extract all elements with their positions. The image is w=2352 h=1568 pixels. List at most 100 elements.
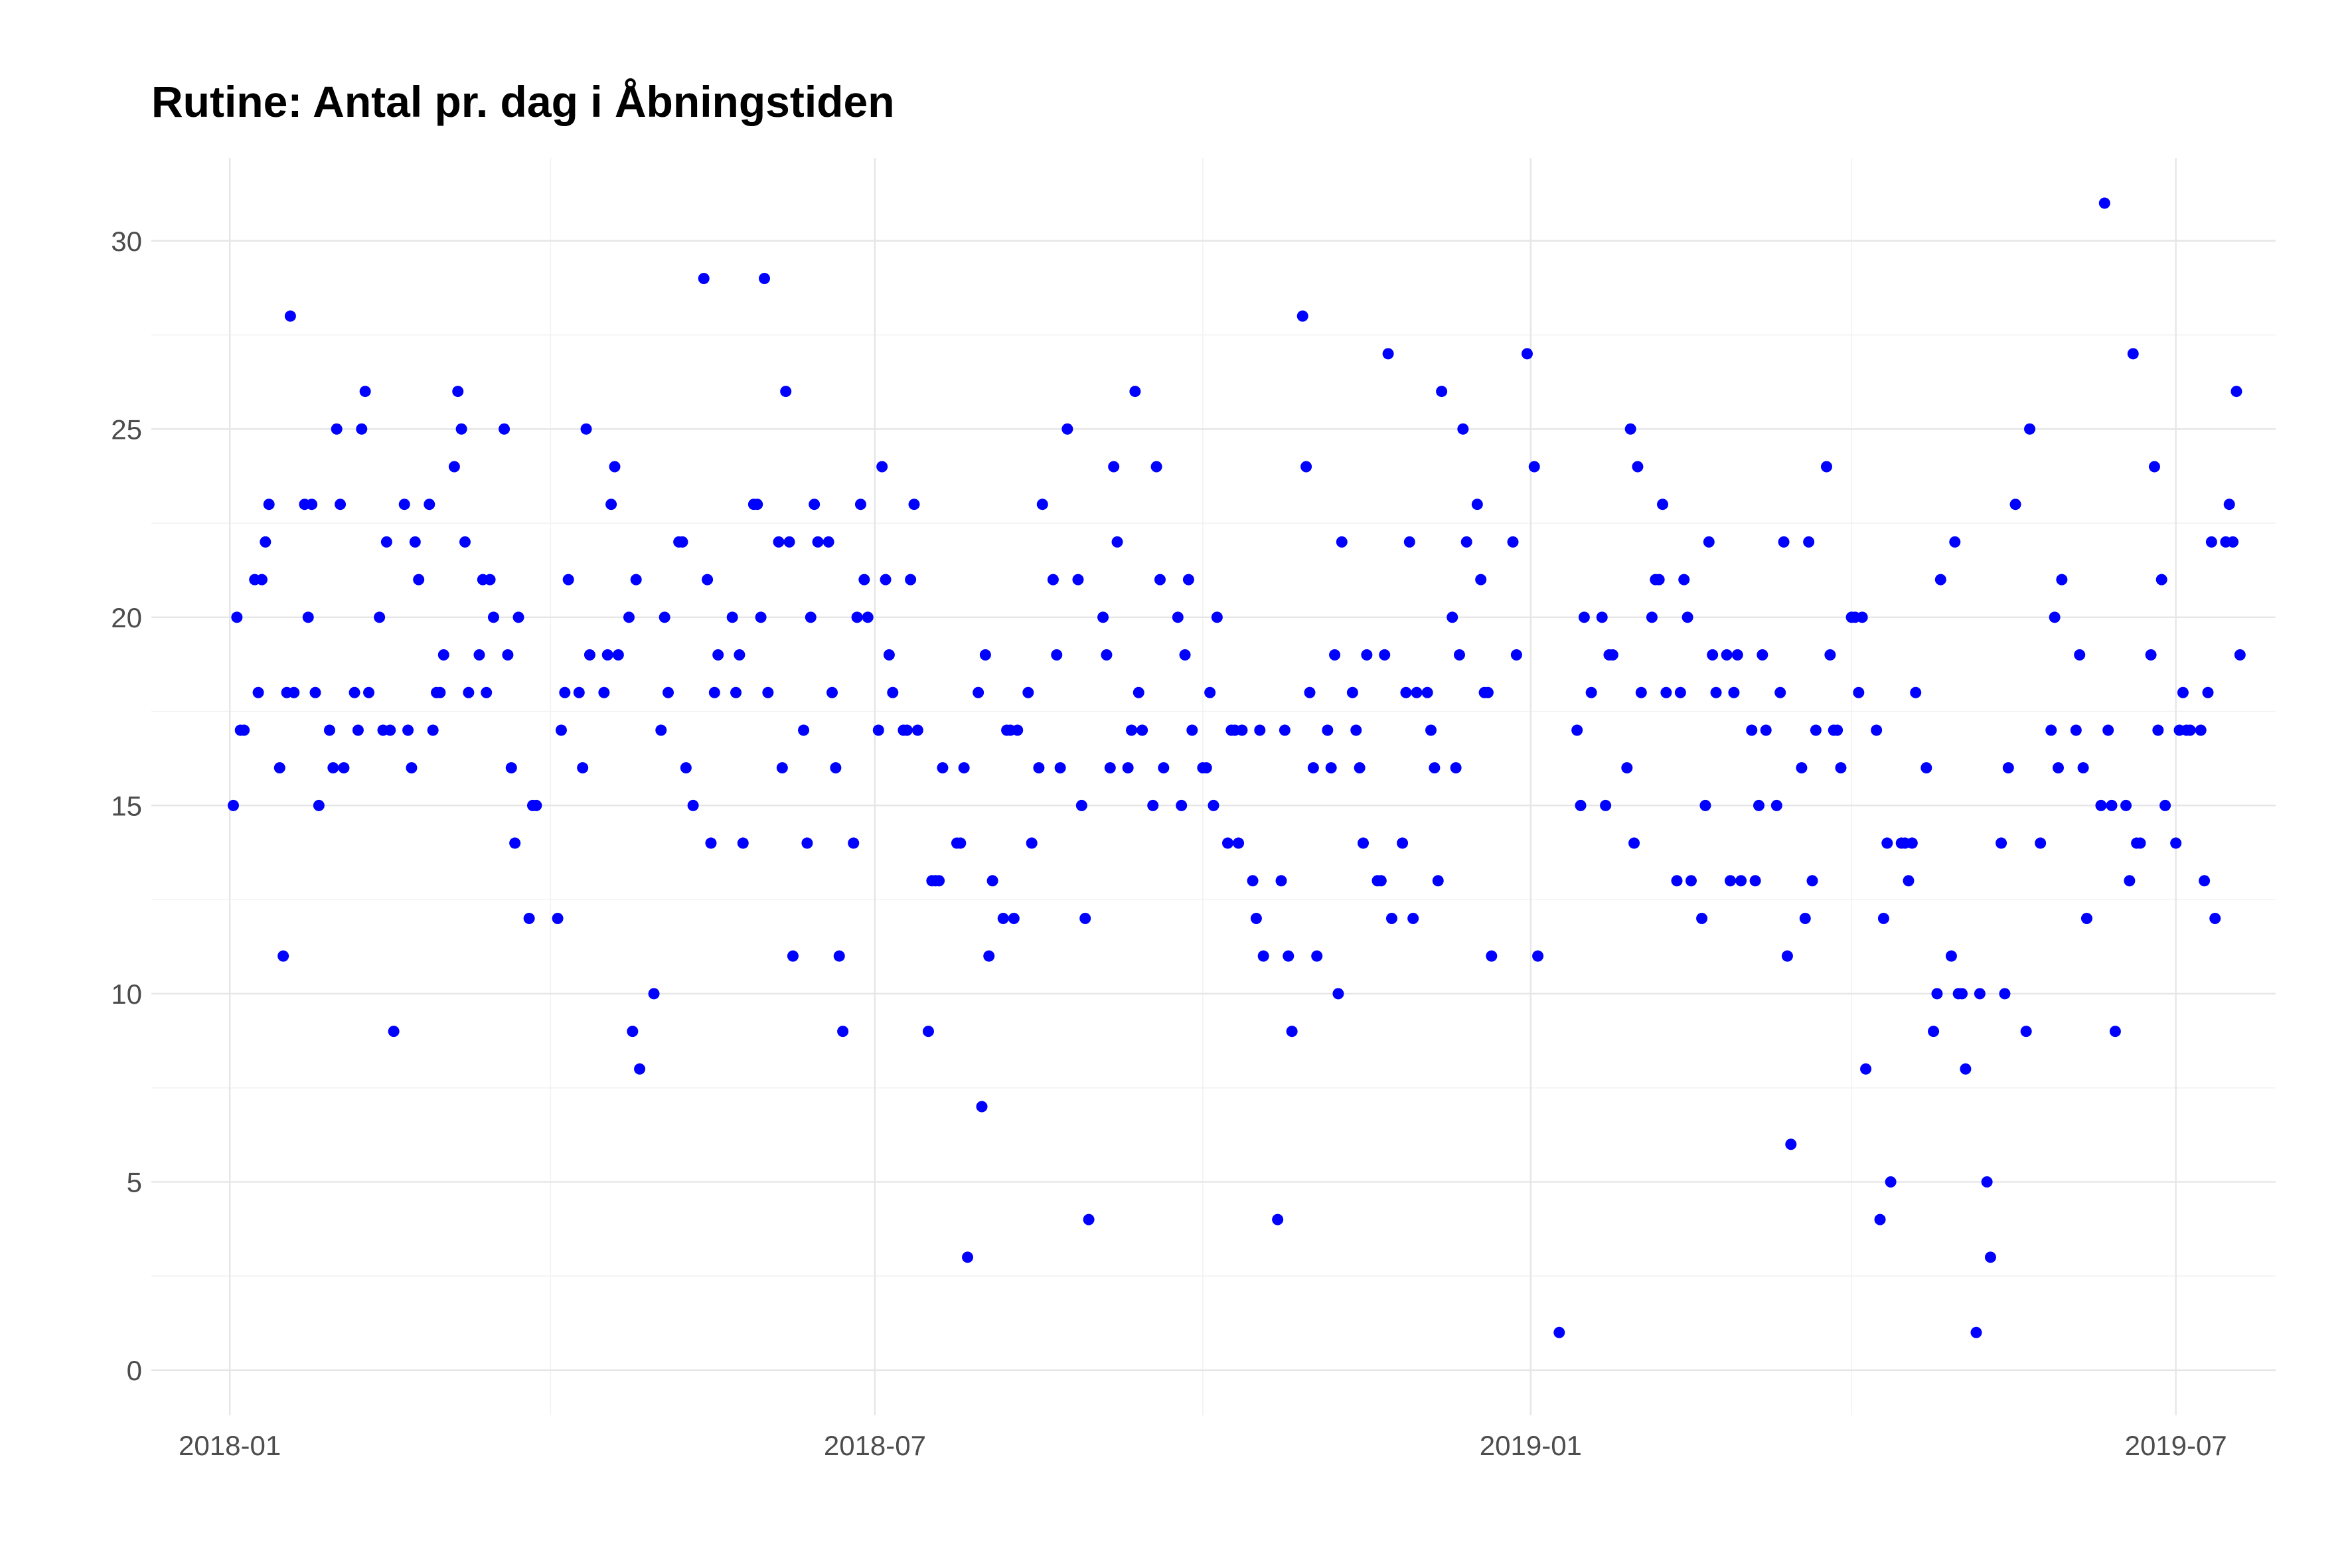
- data-point-292: [1806, 875, 1818, 887]
- data-point-152: [1033, 762, 1045, 774]
- y-tick-label-4: 20: [111, 602, 142, 633]
- data-point-91: [712, 649, 724, 661]
- data-point-352: [2145, 649, 2157, 661]
- data-point-154: [1047, 574, 1059, 586]
- data-point-214: [1361, 649, 1373, 661]
- data-point-368: [2223, 499, 2235, 510]
- data-point-303: [1860, 1063, 1872, 1075]
- data-point-19: [323, 724, 335, 736]
- data-point-258: [1635, 686, 1647, 698]
- data-point-283: [1760, 724, 1772, 736]
- data-point-32: [384, 724, 396, 736]
- data-point-18: [313, 799, 325, 811]
- data-point-316: [1931, 988, 1943, 1000]
- data-point-195: [1272, 1214, 1284, 1225]
- data-point-239: [1486, 950, 1498, 962]
- data-point-264: [1671, 875, 1683, 887]
- data-point-191: [1247, 875, 1259, 887]
- data-point-314: [1921, 762, 1932, 774]
- data-point-273: [1710, 686, 1722, 698]
- data-point-282: [1757, 649, 1768, 661]
- data-point-71: [601, 649, 613, 661]
- x-tick-label-1: 2018-07: [824, 1430, 926, 1461]
- data-point-16: [306, 499, 318, 510]
- data-point-297: [1832, 724, 1843, 736]
- data-point-213: [1358, 837, 1370, 849]
- data-point-77: [630, 574, 642, 586]
- data-point-47: [459, 536, 471, 548]
- data-point-203: [1307, 762, 1319, 774]
- data-point-177: [1176, 799, 1188, 811]
- data-point-164: [1104, 762, 1116, 774]
- data-point-331: [2020, 1026, 2032, 1038]
- data-point-27: [359, 386, 371, 398]
- data-point-35: [402, 724, 414, 736]
- data-point-318: [1945, 950, 1957, 962]
- data-point-335: [2049, 611, 2061, 623]
- data-point-105: [787, 950, 799, 962]
- data-point-184: [1208, 799, 1219, 811]
- data-point-257: [1632, 461, 1644, 473]
- data-point-42: [434, 686, 446, 698]
- data-point-222: [1403, 536, 1415, 548]
- data-point-128: [905, 574, 917, 586]
- data-point-219: [1385, 912, 1397, 924]
- data-point-36: [406, 762, 418, 774]
- data-point-196: [1275, 875, 1287, 887]
- data-point-261: [1653, 574, 1665, 586]
- data-point-272: [1707, 649, 1719, 661]
- data-point-37: [409, 536, 421, 548]
- data-point-220: [1397, 837, 1409, 849]
- data-point-46: [455, 423, 467, 435]
- data-point-72: [605, 499, 617, 510]
- data-point-289: [1796, 762, 1808, 774]
- data-point-111: [823, 536, 834, 548]
- data-point-319: [1949, 536, 1961, 548]
- data-point-160: [1079, 912, 1091, 924]
- data-point-291: [1803, 536, 1815, 548]
- data-point-141: [976, 1101, 988, 1113]
- data-point-29: [374, 611, 386, 623]
- data-point-370: [2231, 386, 2242, 398]
- data-point-326: [1984, 1251, 1996, 1263]
- data-point-302: [1856, 611, 1868, 623]
- data-point-97: [751, 499, 763, 510]
- data-point-227: [1429, 762, 1441, 774]
- data-point-338: [2070, 724, 2082, 736]
- data-point-325: [1981, 1176, 1993, 1188]
- data-point-85: [680, 762, 692, 774]
- data-point-106: [798, 724, 810, 736]
- data-point-157: [1061, 423, 1073, 435]
- data-point-121: [872, 724, 884, 736]
- data-point-182: [1200, 762, 1212, 774]
- data-point-56: [505, 762, 517, 774]
- data-point-92: [726, 611, 738, 623]
- data-point-172: [1147, 799, 1159, 811]
- data-point-362: [2195, 724, 2207, 736]
- data-point-308: [1885, 1176, 1897, 1188]
- data-point-110: [812, 536, 824, 548]
- data-point-49: [473, 649, 485, 661]
- data-point-23: [338, 762, 350, 774]
- data-point-28: [363, 686, 375, 698]
- data-point-290: [1799, 912, 1811, 924]
- data-point-226: [1425, 724, 1437, 736]
- data-point-100: [762, 686, 774, 698]
- y-tick-label-0: 0: [127, 1355, 142, 1386]
- data-point-330: [2009, 499, 2021, 510]
- data-point-190: [1236, 724, 1248, 736]
- data-point-339: [2074, 649, 2086, 661]
- data-point-189: [1233, 837, 1245, 849]
- data-point-274: [1721, 649, 1733, 661]
- data-point-271: [1703, 536, 1715, 548]
- data-point-364: [2202, 686, 2214, 698]
- data-point-317: [1934, 574, 1946, 586]
- data-point-81: [659, 611, 670, 623]
- data-point-135: [937, 762, 949, 774]
- data-point-254: [1621, 762, 1633, 774]
- data-point-119: [858, 574, 870, 586]
- data-point-363: [2199, 875, 2211, 887]
- data-point-286: [1778, 536, 1790, 548]
- data-point-245: [1553, 1326, 1565, 1338]
- data-point-351: [2134, 837, 2146, 849]
